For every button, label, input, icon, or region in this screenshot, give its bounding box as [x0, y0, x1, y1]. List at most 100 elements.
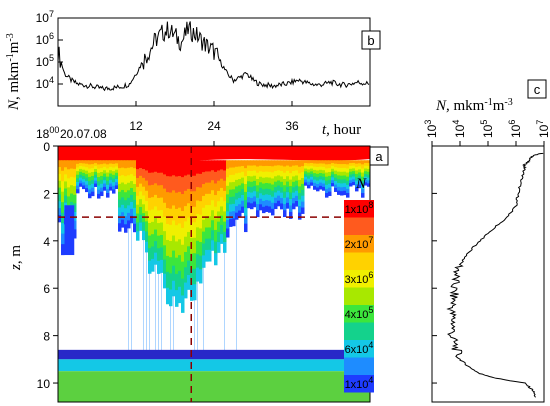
plume-cell	[115, 169, 119, 174]
plume-cell	[262, 160, 266, 167]
plume-cell	[340, 171, 344, 177]
plume-cell	[196, 173, 200, 188]
plume-cell	[331, 183, 335, 187]
legend-swatch	[344, 340, 374, 358]
plume-cell	[79, 166, 83, 170]
plume-cell	[211, 240, 215, 251]
plume-cell	[358, 166, 362, 170]
plume-cell	[340, 183, 344, 188]
plume-cell	[355, 167, 359, 171]
plume-cell	[253, 186, 257, 192]
plume-cell	[166, 160, 170, 177]
plume-cell	[247, 191, 251, 198]
plume-cell	[103, 183, 107, 188]
plume-cell	[151, 258, 155, 272]
plume-cell	[160, 160, 164, 174]
plume-cell	[340, 160, 344, 165]
plume-cell	[262, 206, 266, 214]
plume-cell	[286, 192, 290, 199]
plume-cell	[208, 182, 212, 195]
plume-cell	[193, 175, 197, 192]
plume-cell	[283, 204, 287, 211]
plume-cell	[94, 177, 98, 182]
plume-cell	[367, 180, 371, 184]
plume-cell	[364, 171, 368, 175]
plume-cell	[331, 160, 335, 164]
plume-cell	[298, 166, 302, 174]
plume-cell	[133, 207, 137, 217]
plume-cell	[91, 168, 95, 173]
panel-a-heatmap	[58, 146, 371, 402]
plume-cell	[274, 181, 278, 188]
plume-cell	[319, 163, 323, 168]
plume-cell	[337, 186, 341, 192]
plume-cell	[286, 186, 290, 193]
plume-cell	[121, 175, 125, 184]
plume-cell	[265, 194, 269, 201]
plume-cell	[247, 165, 251, 172]
b-y-tick-label: 104	[36, 75, 54, 91]
plume-cell	[94, 160, 98, 164]
plume-cell	[337, 175, 341, 180]
plume-cell	[286, 170, 290, 177]
plume-cell	[133, 223, 137, 233]
plume-cell	[127, 205, 131, 214]
plume-cell	[112, 160, 116, 165]
plume-cell	[244, 160, 248, 169]
plume-cell	[142, 221, 146, 232]
legend-swatch	[344, 287, 374, 305]
plume-cell	[112, 171, 116, 176]
plume-cell	[166, 287, 170, 305]
plume-cell	[283, 210, 287, 218]
plume-cell	[289, 166, 293, 174]
plume-cell	[196, 200, 200, 215]
plume-cell	[97, 185, 101, 191]
plume-cell	[277, 180, 281, 187]
legend-swatch	[344, 252, 374, 270]
plume-cell	[340, 175, 344, 181]
plume-cell	[76, 171, 80, 176]
plume-cell	[121, 204, 125, 213]
plume-cell	[214, 171, 218, 184]
plume-cell	[301, 195, 305, 203]
plume-cell	[247, 181, 251, 188]
plume-cell	[223, 211, 227, 223]
plume-cell	[253, 180, 257, 187]
plume-cell	[148, 260, 152, 274]
plume-cell	[157, 172, 161, 186]
plume-cell	[79, 177, 83, 181]
plume-cell	[214, 183, 218, 196]
plume-cell	[265, 188, 269, 195]
plume-cell	[100, 191, 104, 197]
plume-cell	[235, 179, 239, 187]
plume-cell	[367, 166, 371, 170]
plume-cell	[352, 168, 356, 172]
plume-cell	[199, 160, 203, 175]
plume-cell	[67, 187, 71, 197]
plume-cell	[301, 189, 305, 197]
plume-cell	[286, 202, 290, 209]
plume-cell	[133, 168, 137, 177]
plume-cell	[244, 207, 248, 217]
plume-cell	[334, 184, 338, 189]
plume-cell	[166, 224, 170, 241]
plume-cell	[199, 242, 203, 257]
plume-cell	[181, 227, 185, 246]
plume-cell	[235, 186, 239, 194]
plume-cell	[268, 183, 272, 190]
plume-cell	[136, 186, 140, 197]
plume-cell	[136, 204, 140, 215]
plume-cell	[181, 160, 185, 178]
plume-cell	[175, 192, 179, 210]
plume-cell	[124, 192, 128, 201]
plume-cell	[124, 176, 128, 185]
plume-cell	[343, 179, 347, 184]
plume-cell	[316, 163, 320, 168]
plume-cell	[241, 189, 245, 196]
plume-cell	[58, 173, 62, 182]
plume-cell	[304, 168, 308, 172]
plume-cell	[337, 179, 341, 184]
plume-cell	[325, 172, 329, 178]
plume-cell	[154, 206, 158, 219]
plume-cell	[103, 176, 107, 181]
